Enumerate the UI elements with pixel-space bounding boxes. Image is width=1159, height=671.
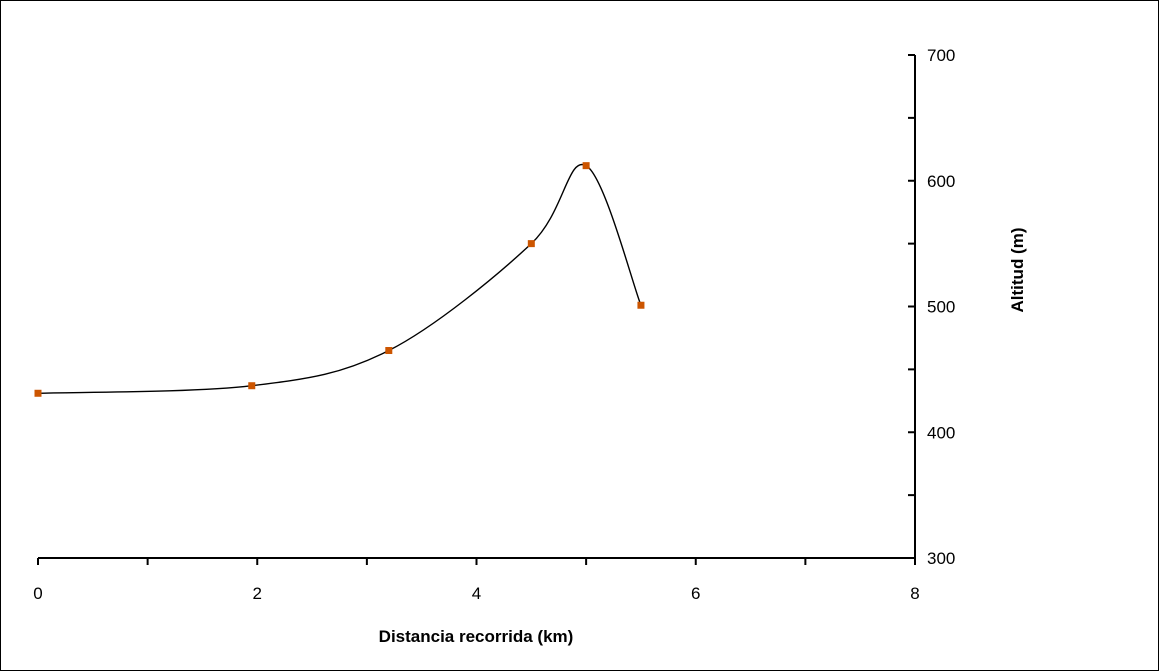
- data-point-marker: [385, 347, 393, 355]
- data-point-marker: [527, 240, 535, 248]
- axes: [38, 55, 916, 559]
- ticks: [37, 54, 916, 565]
- x-tick-label: 8: [910, 584, 919, 603]
- data-point-marker: [248, 382, 256, 390]
- y-tick-label: 400: [927, 423, 955, 442]
- series-line: [37, 163, 642, 394]
- tick-labels: 0 2 4 6 8 300 400 500 600 700: [33, 46, 955, 603]
- data-point-marker: [582, 162, 590, 170]
- y-axis-title: Altitud (m): [1008, 228, 1027, 313]
- data-point-marker: [637, 301, 645, 309]
- y-tick-label: 600: [927, 172, 955, 191]
- y-tick-label: 300: [927, 549, 955, 568]
- x-axis-title: Distancia recorrida (km): [379, 627, 574, 646]
- y-tick-label: 500: [927, 298, 955, 317]
- data-markers: [34, 162, 645, 397]
- x-tick-label: 4: [472, 584, 481, 603]
- y-tick-label: 700: [927, 46, 955, 65]
- x-tick-label: 0: [33, 584, 42, 603]
- data-point-marker: [34, 389, 42, 397]
- x-tick-label: 2: [253, 584, 262, 603]
- x-tick-label: 6: [691, 584, 700, 603]
